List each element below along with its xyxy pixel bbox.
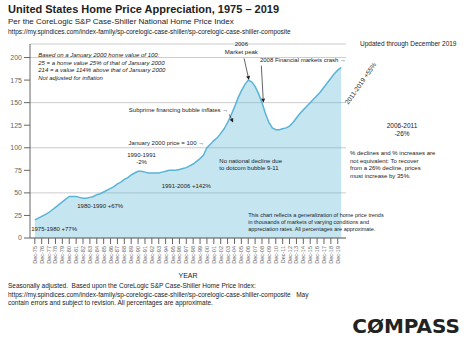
svg-text:Dec-97: Dec-97 (183, 246, 189, 264)
svg-text:Dec-07: Dec-07 (252, 246, 258, 264)
html-text:Updated through December 2019: Updated through December 2019 (360, 40, 457, 47)
html-text:not equivalent: To recover: not equivalent: To recover (350, 157, 419, 164)
svg-text:Dec-16: Dec-16 (314, 246, 320, 264)
html-text:-26%: -26% (394, 130, 410, 137)
svg-text:Dec-05: Dec-05 (238, 246, 244, 264)
html-text:2006-2011: 2006-2011 (386, 122, 418, 129)
svg-text:1980-1990 +67%: 1980-1990 +67% (77, 203, 124, 209)
svg-text:25: 25 (14, 212, 22, 219)
svg-text:Dec-75: Dec-75 (32, 246, 38, 264)
html-text:Per the CoreLogic S&P Case-Shi: Per the CoreLogic S&P Case-Shiller Natio… (8, 17, 234, 26)
html-text:Seasonally adjusted. Based upo: Seasonally adjusted. Based upon the Core… (8, 282, 256, 289)
svg-text:Dec-19: Dec-19 (335, 246, 341, 264)
svg-text:Dec-14: Dec-14 (300, 246, 306, 264)
svg-text:2006Market peak: 2006Market peak (225, 41, 259, 55)
svg-text:100: 100 (10, 144, 22, 151)
html-text:must increase by 35%.: must increase by 35%. (350, 172, 411, 179)
svg-text:Dec-11: Dec-11 (280, 246, 286, 263)
svg-text:Dec-82: Dec-82 (80, 246, 86, 264)
svg-text:Dec-76: Dec-76 (39, 246, 45, 264)
svg-text:Dec-95: Dec-95 (170, 246, 176, 264)
svg-text:Dec-91: Dec-91 (142, 246, 148, 264)
svg-text:Dec-08: Dec-08 (259, 246, 265, 264)
svg-text:Dec-03: Dec-03 (225, 246, 231, 264)
svg-text:Subprime financing bubble infl: Subprime financing bubble inflates → (129, 107, 228, 113)
svg-text:50: 50 (14, 189, 22, 196)
svg-text:Dec-98: Dec-98 (190, 246, 196, 264)
html-text:% declines and % increases are: % declines and % increases are (350, 150, 436, 156)
html-text:https://my.spindices.com/index: https://my.spindices.com/index-family/sp… (8, 290, 309, 298)
html-text:CØMPASS: CØMPASS (352, 314, 460, 338)
html-text:https://my.spindices.com/index: https://my.spindices.com/index-family/sp… (8, 28, 291, 35)
html-text:United States Home Price Appre: United States Home Price Appreciation, 1… (8, 3, 279, 15)
svg-text:Dec-01: Dec-01 (211, 246, 217, 264)
html-text:from a 26% decline, prices: from a 26% decline, prices (350, 165, 421, 171)
svg-text:Dec-94: Dec-94 (163, 246, 169, 264)
svg-text:Dec-78: Dec-78 (52, 246, 58, 264)
svg-text:Dec-85: Dec-85 (101, 246, 107, 264)
svg-text:0: 0 (18, 234, 22, 241)
svg-text:200: 200 (10, 54, 22, 61)
svg-text:Dec-99: Dec-99 (197, 246, 203, 264)
svg-text:Dec-89: Dec-89 (128, 246, 134, 264)
svg-text:Dec-80: Dec-80 (66, 246, 72, 264)
svg-text:Dec-10: Dec-10 (273, 246, 279, 264)
html-text:2011-2019 +55%: 2011-2019 +55% (343, 61, 378, 106)
svg-text:150: 150 (10, 99, 22, 106)
svg-text:Based on a January 2000 home v: Based on a January 2000 home value of 10… (37, 52, 166, 81)
svg-text:Dec-04: Dec-04 (231, 246, 237, 264)
svg-text:Dec-88: Dec-88 (121, 246, 127, 264)
svg-text:1991-2006 +142%: 1991-2006 +142% (162, 183, 212, 189)
svg-text:January 2000 price = 100 →: January 2000 price = 100 → (129, 140, 205, 146)
svg-text:125: 125 (10, 122, 22, 129)
svg-text:Dec-12: Dec-12 (287, 246, 293, 264)
svg-text:No national decline dueto dotc: No national decline dueto dotcom bubble … (219, 158, 282, 171)
svg-text:Dec-96: Dec-96 (176, 246, 182, 264)
svg-text:Dec-13: Dec-13 (293, 246, 299, 264)
svg-text:1990-1991-2%: 1990-1991-2% (127, 152, 156, 166)
svg-text:Dec-06: Dec-06 (245, 246, 251, 264)
svg-text:2008 Financial markets crash →: 2008 Financial markets crash → (260, 57, 346, 63)
svg-text:1975-1980 +77%: 1975-1980 +77% (31, 226, 78, 232)
svg-text:Dec-84: Dec-84 (94, 246, 100, 264)
svg-text:Dec-81: Dec-81 (73, 246, 79, 264)
svg-text:Dec-93: Dec-93 (156, 246, 162, 264)
svg-text:Dec-15: Dec-15 (307, 246, 313, 264)
svg-text:175: 175 (10, 77, 22, 84)
svg-text:Dec-00: Dec-00 (204, 246, 210, 264)
svg-text:75: 75 (14, 167, 22, 174)
svg-text:This chart reflects a generali: This chart reflects a generalization of … (248, 212, 384, 232)
svg-text:Dec-18: Dec-18 (328, 246, 334, 264)
svg-text:YEAR: YEAR (178, 272, 197, 278)
html-text:contain errors and subject to: contain errors and subject to revision. … (8, 299, 213, 306)
svg-text:Dec-02: Dec-02 (218, 246, 224, 264)
svg-text:Dec-79: Dec-79 (59, 246, 65, 264)
svg-text:Dec-83: Dec-83 (87, 246, 93, 264)
svg-text:Dec-90: Dec-90 (135, 246, 141, 264)
svg-text:Dec-77: Dec-77 (46, 246, 52, 264)
svg-text:Dec-92: Dec-92 (149, 246, 155, 264)
svg-text:Dec-09: Dec-09 (266, 246, 272, 264)
svg-text:Dec-87: Dec-87 (114, 246, 120, 264)
svg-text:Dec-86: Dec-86 (108, 246, 114, 264)
svg-text:Dec-17: Dec-17 (321, 246, 327, 264)
